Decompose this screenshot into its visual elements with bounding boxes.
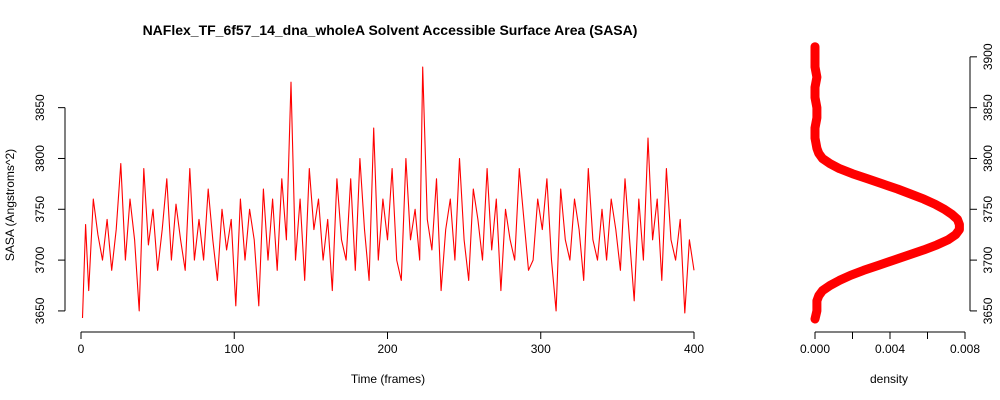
- x-tick-label: 300: [531, 342, 551, 356]
- density-x-tick-label: 0.008: [950, 342, 980, 356]
- density-x-axis-label: density: [870, 372, 908, 386]
- time-series-plot: 0 100 200 300 400 3650 3700 3750 3800 3850: [33, 66, 704, 356]
- y-tick-label: 3850: [33, 94, 47, 121]
- y-tick-label: 3650: [33, 297, 47, 324]
- density-x-tick-label: 0.000: [800, 342, 830, 356]
- density-y-tick-label: 3800: [981, 145, 995, 172]
- density-y-tick-label: 3700: [981, 246, 995, 273]
- sasa-series-line: [81, 66, 695, 319]
- x-tick-label: 100: [224, 342, 244, 356]
- y-tick-label: 3800: [33, 145, 47, 172]
- density-y-tick-label: 3650: [981, 297, 995, 324]
- x-axis-label: Time (frames): [351, 372, 425, 386]
- x-tick-label: 400: [684, 342, 704, 356]
- density-y-tick-label: 3900: [981, 43, 995, 70]
- y-tick-label: 3700: [33, 246, 47, 273]
- density-y-tick-label: 3750: [981, 196, 995, 223]
- x-tick-label: 0: [78, 342, 85, 356]
- density-plot: 0.000 0.004 0.008 3650 3700 3750 3800 3850 3900: [800, 42, 995, 356]
- density-y-tick-label: 3850: [981, 94, 995, 121]
- density-x-tick-label: 0.004: [875, 342, 905, 356]
- x-tick-label: 200: [377, 342, 397, 356]
- y-axis-label: SASA (Angstroms^2): [3, 149, 17, 261]
- y-tick-label: 3750: [33, 196, 47, 223]
- chart-title: NAFlex_TF_6f57_14_dna_wholeA Solvent Acc…: [143, 22, 638, 38]
- density-curve: [810, 42, 964, 324]
